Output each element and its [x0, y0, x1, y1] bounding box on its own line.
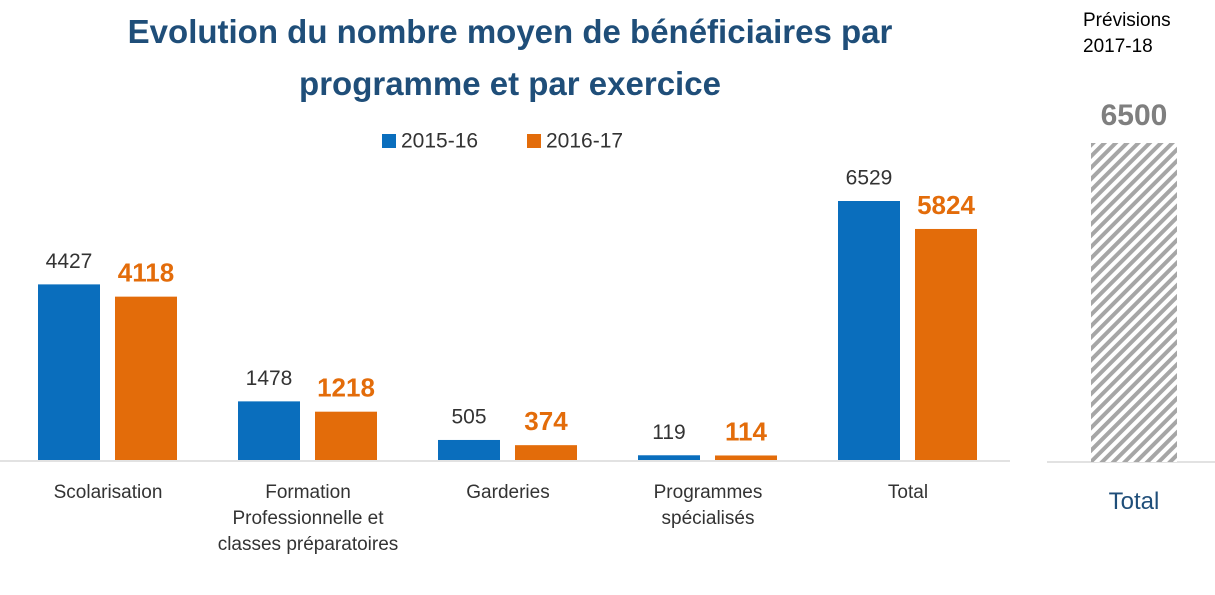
value-label: 1218 — [317, 373, 375, 403]
legend-swatch — [527, 134, 541, 148]
bar — [438, 439, 500, 460]
bar — [115, 296, 177, 460]
value-label: 5824 — [917, 190, 975, 220]
x-tick-label: Total — [887, 482, 929, 503]
x-tick-label: Scolarisation — [53, 482, 163, 503]
chart-title: Evolution du nombre moyen de bénéficiair… — [127, 13, 893, 102]
legend-label: 2015-16 — [401, 130, 478, 153]
value-label: 505 — [451, 406, 486, 429]
x-tick-label: Formation Professionnelle et classes pré… — [217, 482, 399, 555]
x-tick-label: Total — [1108, 488, 1160, 515]
bar — [1091, 143, 1177, 462]
value-label: 119 — [652, 421, 685, 444]
value-label: 4118 — [118, 258, 174, 288]
bar — [715, 455, 777, 460]
x-tick-label: Programmes spécialisés — [653, 482, 763, 529]
value-label: 4427 — [46, 250, 93, 273]
value-label: 374 — [524, 406, 568, 436]
bar — [638, 455, 700, 460]
bar — [515, 445, 577, 460]
bar — [915, 228, 977, 460]
side-title: Prévisions 2017-18 — [1083, 10, 1171, 57]
legend-label: 2016-17 — [546, 130, 623, 153]
x-tick-label: Garderies — [466, 482, 550, 503]
value-label: 6529 — [846, 167, 893, 190]
value-label: 6500 — [1101, 99, 1168, 132]
bar — [238, 401, 300, 460]
value-label: 1478 — [246, 367, 293, 390]
value-label: 114 — [725, 416, 767, 446]
bar — [38, 284, 100, 460]
legend-swatch — [382, 134, 396, 148]
bar — [315, 411, 377, 460]
bar — [838, 201, 900, 460]
